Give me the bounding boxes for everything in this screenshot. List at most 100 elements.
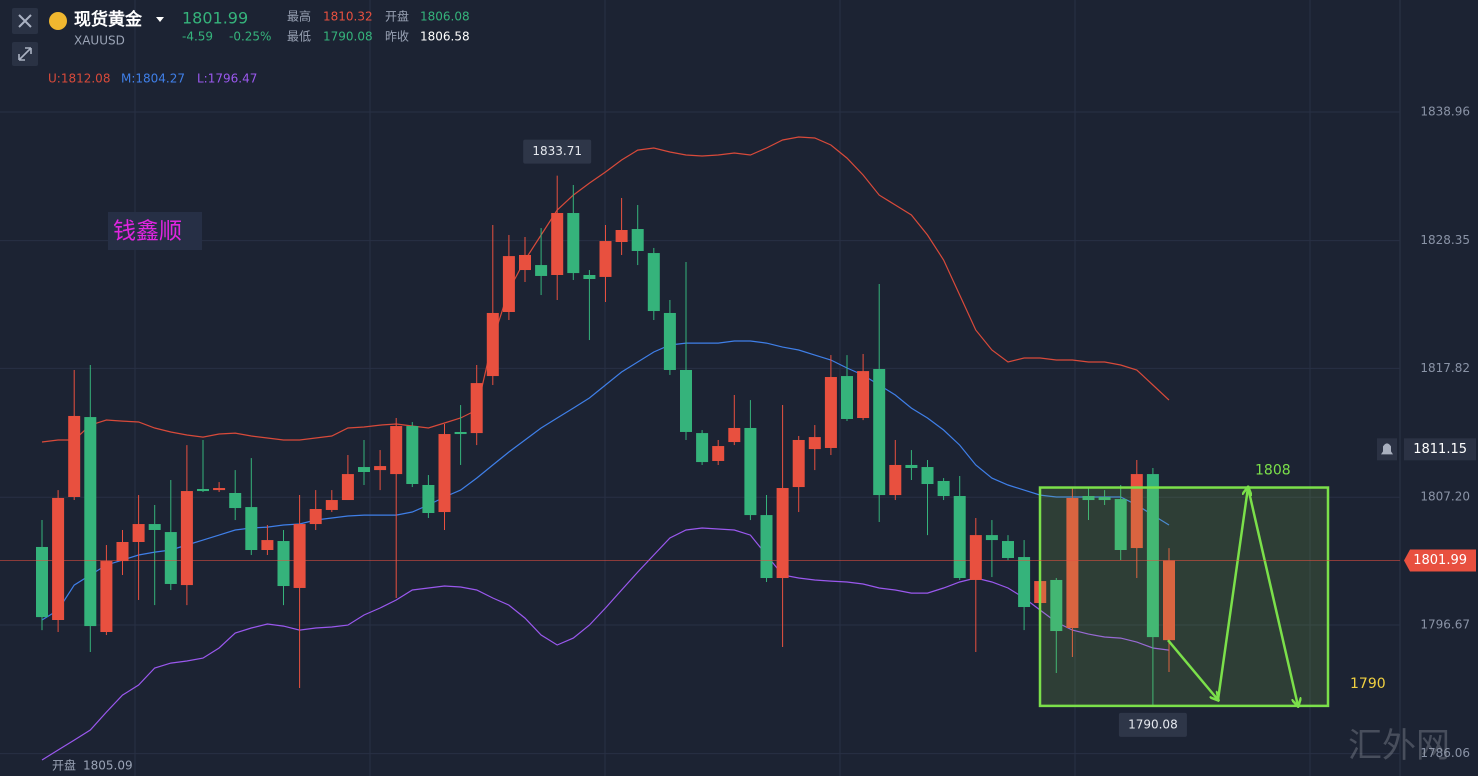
candle-body	[1050, 579, 1063, 632]
candle-body	[937, 480, 950, 497]
candle-body	[245, 507, 258, 551]
candle-body	[84, 417, 97, 627]
candle-body	[712, 446, 725, 461]
low-label: 1790.08	[1128, 717, 1178, 731]
legend-entry: L:1796.47	[197, 72, 257, 86]
high-label: 1833.71	[532, 144, 582, 158]
band-line	[41, 340, 1170, 621]
candle-body	[374, 466, 387, 471]
price-tag	[1404, 549, 1476, 572]
alert-box	[1404, 438, 1476, 461]
price-tag-label: 1801.99	[1413, 553, 1467, 568]
candle-body	[406, 426, 419, 485]
candle-body	[100, 561, 113, 633]
y-tick-label: 1807.20	[1420, 490, 1470, 504]
candle-body	[921, 467, 934, 485]
footer-value: 1805.09	[83, 759, 133, 773]
candle-body	[438, 434, 451, 513]
instrument-title: 现货黄金	[74, 9, 143, 30]
close-icon	[18, 14, 32, 28]
watermark: 钱鑫顺	[113, 219, 182, 245]
target-zone	[1038, 486, 1330, 708]
candle-body	[969, 535, 982, 580]
candle-body	[486, 312, 499, 377]
collapse-icon	[18, 47, 32, 61]
forecast-arrow	[1246, 487, 1298, 706]
candle-body	[1163, 560, 1175, 641]
stat-label: 开盘	[385, 9, 409, 24]
symbol: XAUUSD	[74, 34, 125, 48]
candle-body	[164, 532, 177, 584]
candle-body	[792, 439, 805, 488]
stat-label: 昨收	[385, 30, 409, 44]
stat-label: 最高	[287, 9, 311, 24]
candle-body	[1066, 497, 1079, 629]
price-change-pct: -0.25%	[229, 30, 271, 44]
candle-body	[631, 229, 644, 251]
legend-entry: U:1812.08	[48, 72, 110, 86]
candle-body	[744, 427, 757, 516]
candle-body	[180, 491, 193, 586]
y-tick-label: 1838.96	[1420, 104, 1470, 118]
y-tick-label: 1828.35	[1420, 233, 1470, 247]
candle-body	[341, 474, 354, 501]
candle-body	[857, 371, 870, 419]
candle-body	[647, 253, 660, 312]
band-line	[41, 136, 1170, 443]
candle-body	[663, 312, 676, 370]
candle-body	[873, 369, 886, 496]
candle-body	[422, 484, 435, 514]
candle-body	[680, 369, 692, 432]
stat-value: 1790.08	[323, 30, 373, 44]
candle-body	[1114, 499, 1127, 551]
candle-body	[229, 492, 242, 509]
candle-body	[197, 488, 209, 492]
y-tick-label: 1786.06	[1420, 746, 1470, 760]
candle-body	[52, 497, 65, 620]
low-label-box	[1118, 712, 1187, 737]
candle-body	[583, 275, 596, 280]
candle-body	[808, 437, 821, 450]
candle-body	[1146, 474, 1159, 638]
candle-body	[454, 431, 467, 435]
vertical-grid	[134, 0, 1311, 776]
candle-body	[309, 509, 322, 525]
candle-body	[535, 265, 548, 276]
legend-entry: M:1804.27	[121, 72, 185, 86]
candle-body	[1018, 557, 1031, 608]
candle-body	[985, 535, 998, 541]
stat-label: 最低	[287, 30, 311, 44]
candle-body	[277, 541, 290, 587]
high-label-box	[523, 139, 592, 164]
forecast-arrow	[1216, 488, 1248, 701]
candle-body	[68, 415, 81, 497]
alert-bell	[1381, 443, 1393, 455]
candle-body	[470, 383, 483, 434]
stat-value: 1806.08	[420, 10, 470, 24]
last-price: 1801.99	[182, 9, 248, 28]
candle-body	[519, 254, 531, 271]
candle-body	[116, 541, 129, 562]
candle-body	[905, 464, 918, 469]
candle-body	[325, 500, 338, 510]
y-tick-label: 1817.82	[1420, 361, 1470, 375]
candle-body	[599, 241, 612, 277]
stat-value: 1810.32	[323, 10, 373, 24]
candle-body	[213, 488, 226, 491]
candle-body	[358, 467, 370, 473]
candle-body	[1130, 474, 1143, 549]
candle-body	[1082, 496, 1095, 501]
watermark-box	[108, 212, 202, 250]
candle-body	[728, 427, 741, 443]
footer-label: 开盘	[52, 758, 76, 773]
candle-body	[1098, 496, 1111, 501]
candle-body	[390, 426, 403, 475]
candle-body	[776, 488, 789, 579]
candle-body	[953, 496, 966, 579]
dropdown-caret[interactable]	[156, 17, 164, 22]
gold-icon	[49, 12, 67, 30]
alert-label: 1811.15	[1413, 442, 1467, 457]
candle-body	[615, 229, 628, 243]
